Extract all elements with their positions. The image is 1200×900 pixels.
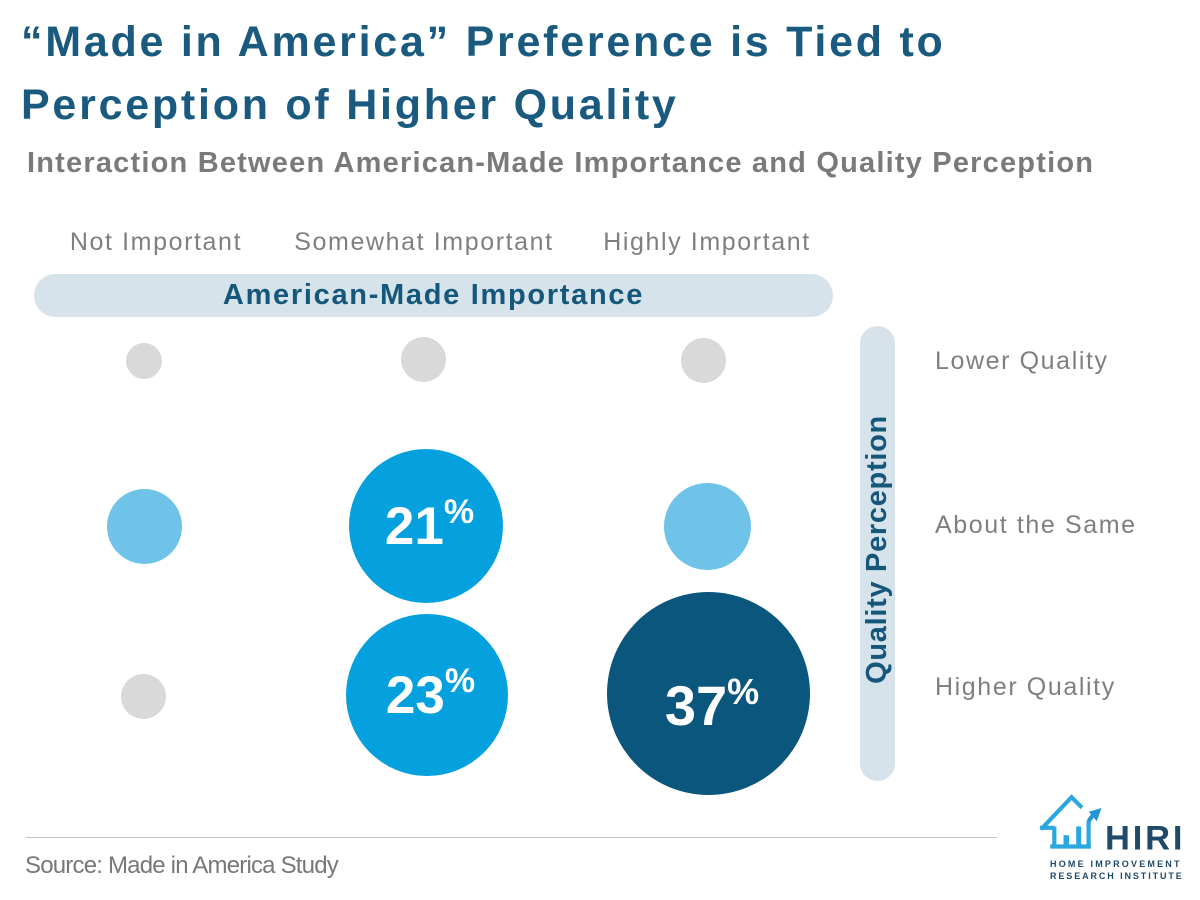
svg-text:HOME IMPROVEMENT: HOME IMPROVEMENT <box>1050 859 1182 869</box>
svg-text:RESEARCH INSTITUTE: RESEARCH INSTITUTE <box>1050 871 1184 881</box>
svg-text:HIRI: HIRI <box>1105 820 1185 858</box>
